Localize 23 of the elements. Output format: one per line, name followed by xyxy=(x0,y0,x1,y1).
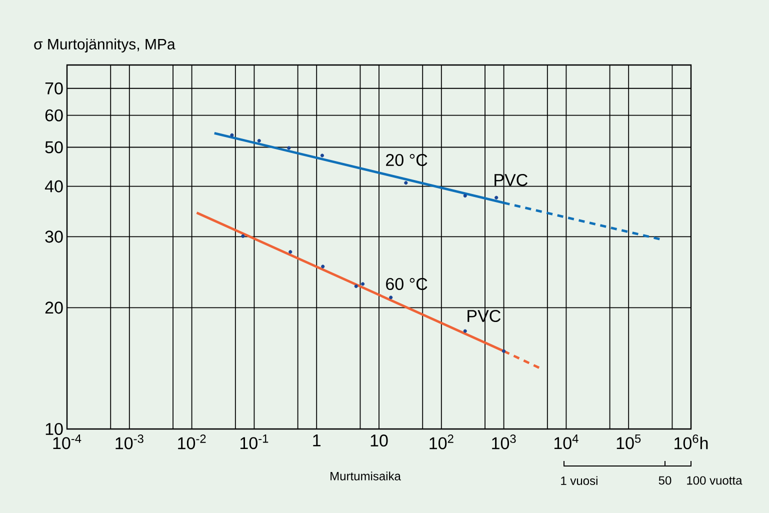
x-axis-title: Murtumisaika xyxy=(330,472,401,480)
text: 50 xyxy=(658,476,672,485)
text: 1 vuosi xyxy=(561,476,598,485)
y-axis-title: σ Murtojännitys, MPa xyxy=(34,38,176,52)
x-tick-label: 10$^{2}$ xyxy=(430,434,454,450)
y-tick-label: 10 xyxy=(46,422,63,436)
x-tick-label: 10$^{6}$h xyxy=(674,434,708,450)
x-tick-label: 10$^{-3}$ xyxy=(116,434,144,450)
x-tick-label: 10$^{-2}$ xyxy=(178,434,206,450)
y-tick-label: 60 xyxy=(45,109,63,122)
y-tick-label: 70 xyxy=(45,82,63,94)
x-tick-label: 1 xyxy=(313,434,320,446)
y-tick-label: 30 xyxy=(45,230,63,243)
x-tick-label: 10$^{4}$ xyxy=(554,434,578,450)
y-tick-label: 40 xyxy=(44,180,63,192)
y-tick-label: 20 xyxy=(45,302,63,314)
x-tick-label: 10$^{5}$ xyxy=(616,434,641,450)
x-tick-label: 10 xyxy=(370,434,388,447)
x-tick-label: 10$^{-1}$ xyxy=(240,434,268,450)
y-tick-label: 50 xyxy=(45,141,63,154)
x-tick-label: 10$^{3}$ xyxy=(492,434,516,450)
x-tick-label: 10$^{-4}$ xyxy=(53,434,82,450)
text: 100 vuotta xyxy=(687,476,742,485)
